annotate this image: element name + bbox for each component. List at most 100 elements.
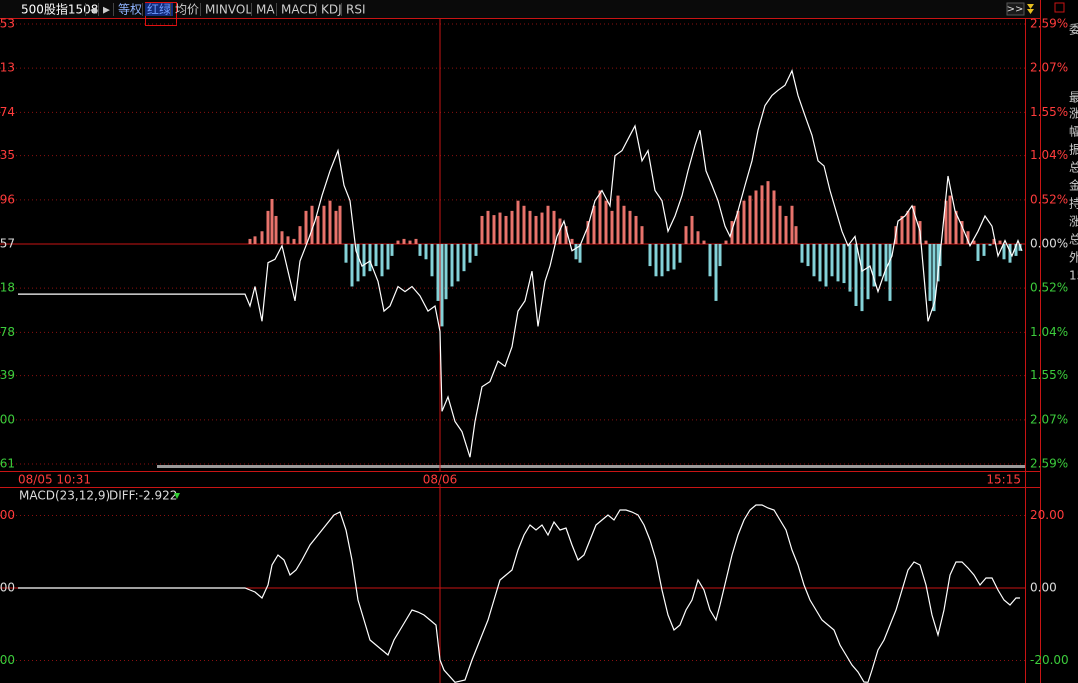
macd-bar (932, 244, 936, 312)
macd-bar (424, 244, 428, 260)
toolbar-tab[interactable]: 红绿 (147, 2, 171, 17)
macd-bar (368, 244, 372, 272)
macd-bar (546, 205, 550, 244)
more-label[interactable]: >> (1007, 4, 1024, 15)
macd-bar (390, 244, 394, 256)
side-label: 最 (1069, 91, 1078, 105)
more-button[interactable] (1006, 2, 1025, 16)
collapse-icon[interactable] (1027, 4, 1034, 14)
toolbar-tab[interactable]: ◀ (90, 6, 97, 16)
macd-bar (954, 210, 958, 244)
y-tick-label: 2.07% (1030, 412, 1068, 426)
macd-bar (468, 244, 472, 263)
macd-bar (818, 244, 822, 282)
macd-bar (338, 205, 342, 244)
macd-bar (906, 210, 910, 244)
y-tick-label: 0.00 (1030, 580, 1057, 594)
macd-bar (310, 205, 314, 244)
macd-bar (800, 244, 804, 263)
toolbar-tab[interactable]: MINVOL (205, 3, 252, 17)
toolbar-tab[interactable]: ▶ (103, 6, 110, 16)
macd-bar (280, 231, 284, 244)
macd-bar (866, 244, 870, 300)
macd-bar (708, 244, 712, 277)
macd-bar (592, 205, 596, 244)
toolbar-tab[interactable]: 500股指1508 (21, 2, 98, 17)
macd-bar (702, 240, 706, 244)
y-left-label: 00 (0, 580, 15, 594)
macd-bar (402, 238, 406, 244)
toolbar-tab[interactable]: RSI (346, 3, 366, 17)
y-tick-label: 2.07% (1030, 61, 1068, 75)
toolbar-tab[interactable]: KDJ (321, 3, 342, 17)
scrollbar[interactable] (157, 465, 1025, 468)
toolbar-tab[interactable]: MA (256, 3, 275, 17)
macd-bar (960, 221, 964, 244)
side-icon[interactable] (1054, 2, 1065, 13)
macd-bar (534, 215, 538, 244)
macd-bar (604, 200, 608, 244)
macd-bar (1002, 244, 1006, 260)
macd-bar (408, 240, 412, 244)
macd-bar (924, 240, 928, 244)
toolbar-tab[interactable]: 等权 (118, 3, 142, 17)
macd-bar (830, 244, 834, 277)
macd-title: MACD(23,12,9) (19, 489, 110, 503)
macd-bar (888, 244, 892, 301)
macd-bar (860, 244, 864, 312)
macd-bar (574, 244, 578, 260)
macd-bar (350, 244, 354, 287)
macd-bar (304, 210, 308, 244)
macd-bar (474, 244, 478, 256)
macd-bar (322, 205, 326, 244)
macd-bar (430, 244, 434, 277)
toolbar-tab[interactable]: 均价 (175, 3, 199, 17)
macd-bar (1018, 244, 1022, 251)
macd-bar (564, 226, 568, 244)
macd-bar (900, 215, 904, 244)
y-left-label: 61 (0, 457, 15, 471)
macd-bar (286, 236, 290, 244)
macd-bar (418, 244, 422, 256)
macd-bar (456, 244, 460, 282)
y-tick-label: 20.00 (1030, 508, 1064, 522)
macd-bar (498, 212, 502, 244)
macd-bar (794, 226, 798, 244)
line-series (18, 504, 1020, 683)
macd-bar (628, 210, 632, 244)
y-left-label: 96 (0, 192, 15, 206)
y-tick-label: 0.52% (1030, 281, 1068, 295)
y-left-label: 13 (0, 61, 15, 75)
macd-bar (316, 215, 320, 244)
macd-bar (298, 226, 302, 244)
y-tick-label: 1.55% (1030, 368, 1068, 382)
tab-bg (145, 3, 173, 16)
macd-bar (444, 244, 448, 300)
macd-bar (586, 221, 590, 244)
macd-annotation: DIFF:-2.922 (109, 489, 177, 503)
y-tick-label: 0.52% (1030, 192, 1068, 206)
macd-bar (724, 240, 728, 244)
macd-bar (872, 244, 876, 287)
y-left-label: 00 (0, 412, 15, 426)
side-label: 15 (1069, 269, 1078, 283)
macd-bar (784, 215, 788, 244)
macd-bar (570, 238, 574, 244)
macd-bar (666, 244, 670, 272)
side-label: 金 (1069, 178, 1078, 193)
macd-bar (510, 210, 514, 244)
y-left-label: 39 (0, 368, 15, 382)
macd-bar (334, 210, 338, 244)
side-label: 振 (1069, 143, 1078, 157)
y-left-label: 53 (0, 17, 15, 31)
macd-bar (504, 215, 508, 244)
toolbar-tab[interactable]: MACD (281, 3, 317, 17)
macd-bar (328, 200, 332, 244)
y-left-label: 57 (0, 237, 15, 251)
macd-bar (380, 244, 384, 277)
x-tick-label: 15:15 (986, 473, 1021, 487)
macd-bar (848, 244, 852, 292)
